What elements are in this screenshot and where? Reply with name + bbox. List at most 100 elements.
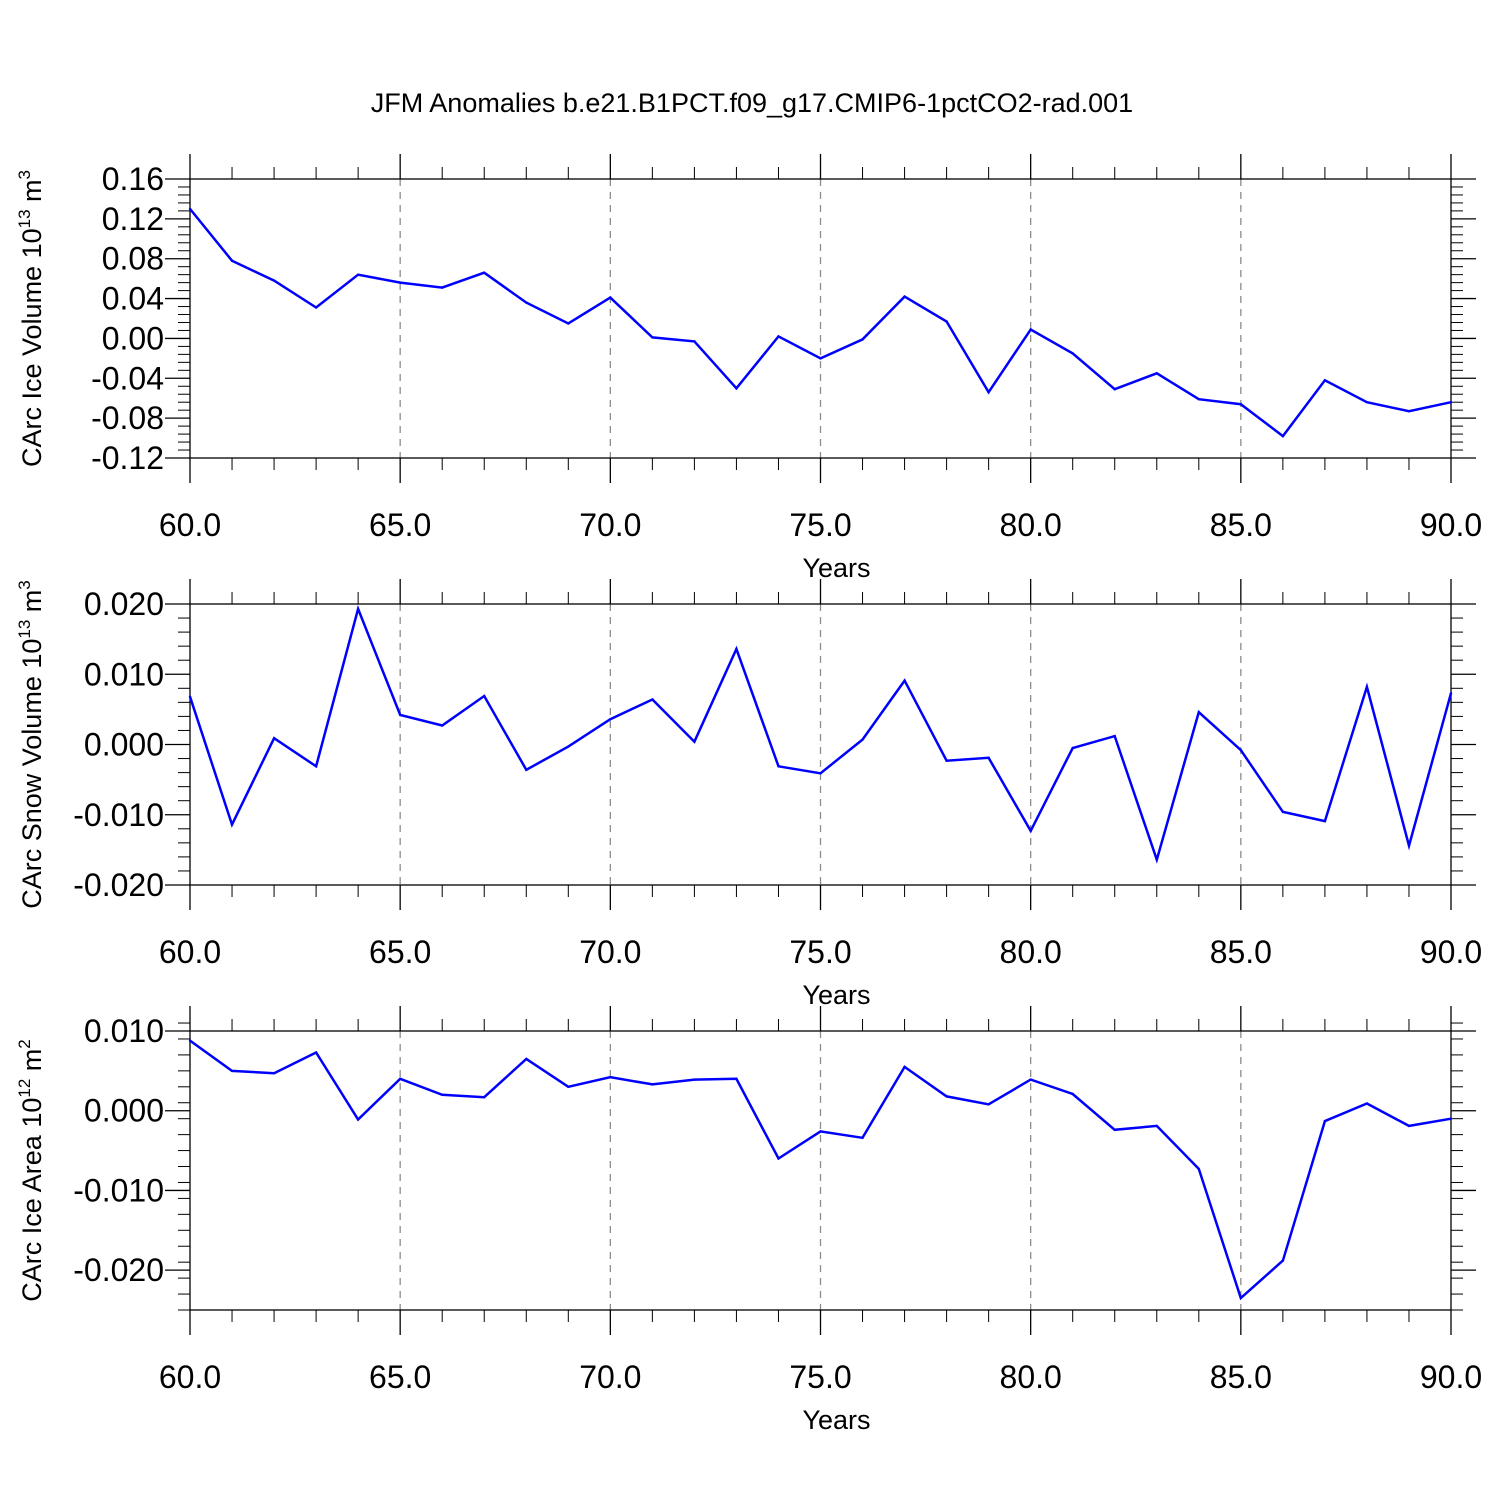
x-tick-label: 90.0	[1420, 934, 1482, 970]
data-point	[777, 335, 780, 338]
y-tick-label: -0.020	[73, 1252, 164, 1288]
data-point	[1071, 352, 1074, 355]
data-point	[525, 768, 528, 771]
y-axis-title: CArc Snow Volume 1013 m3	[15, 580, 47, 909]
panel-3: 60.0 65.0 70.0 75.0 80.0 85.0 90.0 -0.020 -0.010…	[15, 1006, 1482, 1435]
data-point	[735, 647, 738, 651]
data-point	[1071, 746, 1074, 750]
data-point	[1197, 711, 1201, 714]
data-point	[1449, 692, 1453, 695]
y-tick-label: 0.08	[102, 241, 164, 277]
data-point	[1281, 810, 1285, 814]
data-point	[1365, 401, 1369, 404]
data-point	[567, 1085, 570, 1089]
data-point	[819, 772, 822, 775]
plot-frame	[189, 1030, 1452, 1311]
data-point	[1029, 328, 1032, 331]
data-point	[1155, 372, 1159, 375]
chart-title: JFM Anomalies b.e21.B1PCT.f09_g17.CMIP6-…	[371, 88, 1133, 118]
y-tick-label: -0.12	[91, 440, 164, 476]
data-point	[314, 306, 318, 309]
data-point	[903, 1065, 906, 1069]
data-point	[777, 1157, 780, 1160]
data-point	[272, 279, 276, 282]
data-point	[230, 823, 234, 826]
data-point	[230, 259, 234, 262]
x-tick-label: 70.0	[579, 507, 641, 543]
data-point	[441, 724, 444, 727]
data-point	[1113, 734, 1116, 738]
data-point	[1197, 398, 1201, 401]
y-axis-title-exponent: 13	[15, 209, 34, 228]
x-tick-label: 85.0	[1210, 1359, 1272, 1395]
data-point	[314, 765, 318, 768]
data-point	[693, 340, 696, 343]
data-point	[651, 1083, 654, 1086]
x-tick-label: 80.0	[1000, 507, 1062, 543]
data-point	[1239, 403, 1243, 406]
x-tick-label: 70.0	[579, 934, 641, 970]
data-point	[1323, 379, 1327, 382]
y-tick-label: 0.020	[84, 586, 164, 622]
y-axis-title-unit: m	[17, 1049, 47, 1079]
data-point	[861, 738, 864, 741]
x-tick-label: 60.0	[159, 1359, 221, 1395]
x-tick-label: 75.0	[789, 934, 851, 970]
data-point	[1155, 1124, 1159, 1128]
data-point	[609, 718, 612, 721]
data-point	[188, 1039, 192, 1042]
data-point	[272, 1072, 276, 1075]
y-axis-title-unit-exponent: 3	[15, 170, 34, 179]
x-axis-title: Years	[802, 553, 870, 583]
y-axis-title-unit-exponent: 2	[15, 1039, 34, 1048]
y-axis-title-main: CArc Ice Volume 10	[17, 228, 47, 467]
x-tick-label: 70.0	[579, 1359, 641, 1395]
data-point	[945, 320, 948, 323]
data-point	[399, 713, 402, 717]
data-point	[567, 745, 570, 748]
data-point	[483, 694, 486, 698]
data-point	[1197, 1167, 1201, 1171]
data-point	[1407, 844, 1411, 847]
y-tick-label: 0.16	[102, 161, 164, 197]
data-point	[483, 1096, 486, 1099]
data-point	[987, 1103, 990, 1106]
y-tick-label: -0.010	[73, 797, 164, 833]
data-point	[903, 295, 906, 298]
data-point	[483, 271, 486, 274]
data-point	[693, 1078, 696, 1081]
data-point	[693, 740, 696, 743]
y-axis-title-exponent: 12	[15, 1079, 34, 1098]
data-point	[525, 301, 528, 304]
y-tick-label: -0.020	[73, 867, 164, 903]
data-point	[1449, 401, 1453, 404]
data-point	[314, 1051, 318, 1054]
data-point	[1029, 829, 1032, 833]
data-point	[399, 281, 402, 284]
plot-frame	[189, 603, 1452, 886]
x-tick-label: 85.0	[1210, 934, 1272, 970]
data-point	[735, 1077, 738, 1081]
data-point	[945, 759, 948, 762]
data-point	[903, 679, 906, 682]
y-tick-label: 0.12	[102, 201, 164, 237]
data-point	[441, 1093, 444, 1097]
data-point	[188, 207, 192, 211]
data-point	[188, 695, 192, 698]
data-point	[861, 1136, 864, 1140]
data-point	[1365, 1102, 1369, 1105]
data-point	[987, 756, 990, 759]
y-tick-label: -0.08	[91, 400, 164, 436]
data-point	[819, 357, 822, 360]
plot-frame	[189, 178, 1452, 459]
data-point	[1113, 1128, 1116, 1132]
x-axis-title: Years	[802, 980, 870, 1010]
y-tick-label: 0.00	[102, 320, 164, 356]
data-point	[945, 1095, 948, 1098]
data-point	[651, 336, 654, 339]
x-tick-label: 90.0	[1420, 507, 1482, 543]
x-tick-label: 80.0	[1000, 934, 1062, 970]
data-point	[987, 391, 990, 394]
panel-1: 60.0 65.0 70.0 75.0 80.0 85.0 90.0 -0.12 -0.08 -0…	[15, 154, 1482, 583]
